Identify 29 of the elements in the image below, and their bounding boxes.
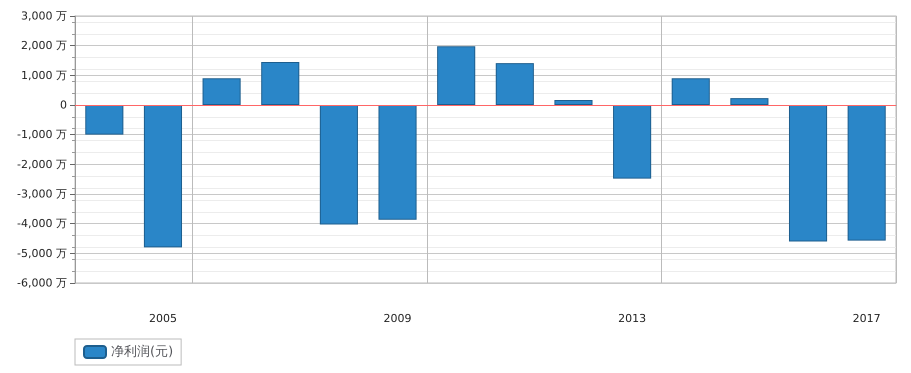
y-tick-label: -2,000 万 — [17, 158, 67, 171]
bar — [202, 78, 241, 105]
y-tick-label: 3,000 万 — [21, 10, 67, 22]
legend-label: 净利润(元) — [111, 344, 174, 360]
bar — [496, 63, 534, 105]
bar — [261, 62, 300, 105]
bar — [320, 105, 358, 225]
x-tick-label: 2013 — [618, 312, 646, 325]
x-tick-label: 2017 — [852, 312, 881, 325]
bar — [437, 46, 476, 105]
y-tick-label: 0 — [60, 98, 67, 112]
x-tick-label: 2005 — [148, 312, 177, 325]
bar — [613, 105, 652, 179]
y-tick-label: -1,000 万 — [17, 128, 67, 142]
x-tick-label: 2009 — [384, 312, 412, 325]
bar — [848, 105, 886, 241]
y-tick-label: -3,000 万 — [17, 188, 67, 200]
bar — [554, 100, 593, 105]
bar — [144, 105, 182, 248]
y-tick-label: -4,000 万 — [17, 217, 67, 230]
bar — [85, 105, 124, 135]
y-tick-label: 1,000 万 — [21, 68, 67, 82]
bar — [788, 105, 828, 242]
bar — [730, 98, 768, 105]
y-tick-label: -6,000 万 — [17, 276, 67, 290]
bar — [672, 78, 710, 105]
y-tick-label: -5,000 万 — [17, 246, 67, 260]
y-tick-label: 2,000 万 — [21, 39, 67, 52]
bar — [378, 105, 417, 220]
